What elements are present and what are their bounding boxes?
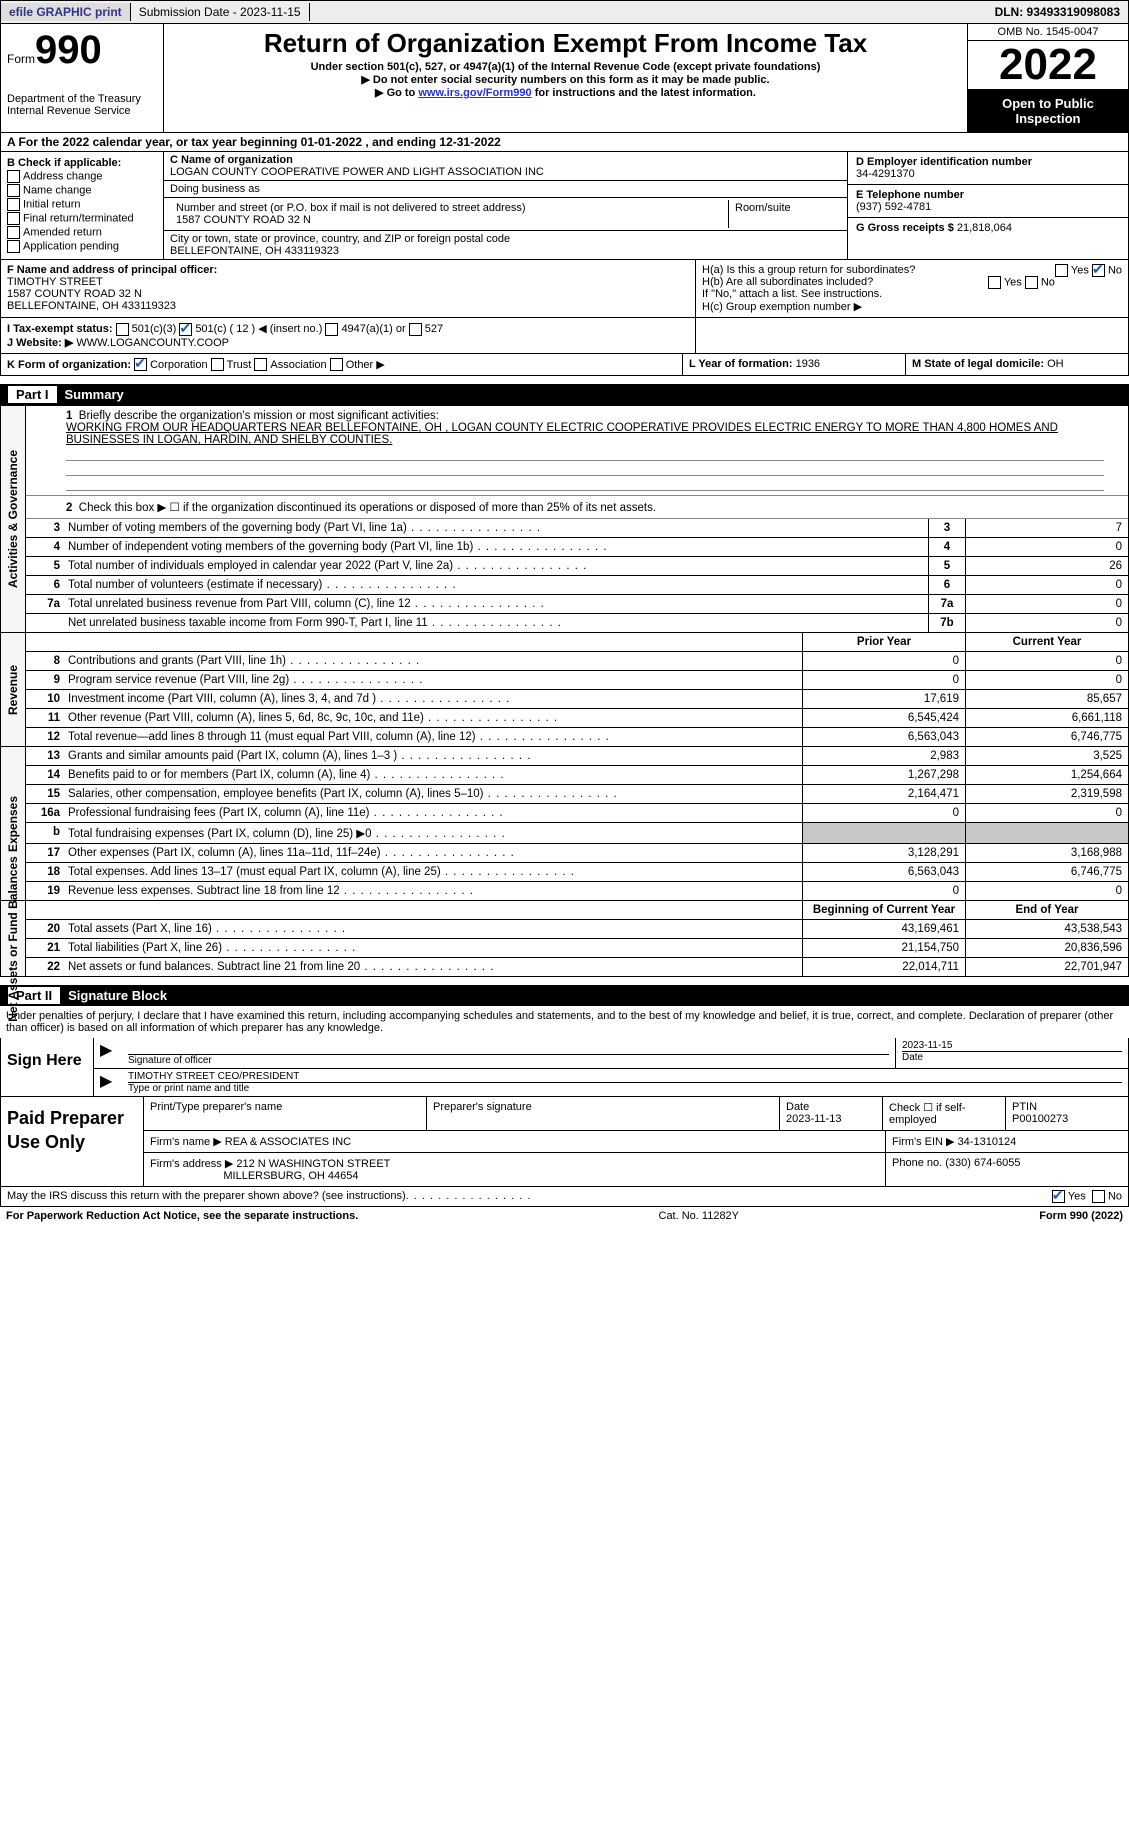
phone: (937) 592-4781 <box>856 201 1120 213</box>
org-name: LOGAN COUNTY COOPERATIVE POWER AND LIGHT… <box>170 166 841 178</box>
sign-here-block: Sign Here Signature of officer 2023-11-1… <box>0 1038 1129 1097</box>
table-row: 6Total number of volunteers (estimate if… <box>26 576 1128 595</box>
section-de: D Employer identification number 34-4291… <box>847 152 1128 259</box>
form-subtitle: Under section 501(c), 527, or 4947(a)(1)… <box>170 61 961 73</box>
form-number: Form990 <box>7 28 157 73</box>
form-header: Form990 Department of the Treasury Inter… <box>0 24 1129 133</box>
activities-governance: Activities & Governance 1 Briefly descri… <box>0 405 1129 633</box>
table-row: 17Other expenses (Part IX, column (A), l… <box>26 844 1128 863</box>
org-form-row: K Form of organization: Corporation Trus… <box>0 354 1129 377</box>
table-row: 21Total liabilities (Part X, line 26)21,… <box>26 939 1128 958</box>
section-l: L Year of formation: 1936 <box>682 354 905 376</box>
form-title: Return of Organization Exempt From Incom… <box>170 28 961 59</box>
perjury-declaration: Under penalties of perjury, I declare th… <box>0 1006 1129 1038</box>
irs-link[interactable]: www.irs.gov/Form990 <box>418 87 531 99</box>
section-k: K Form of organization: Corporation Trus… <box>1 354 682 376</box>
table-row: 9Program service revenue (Part VIII, lin… <box>26 671 1128 690</box>
ptin: P00100273 <box>1012 1113 1068 1125</box>
section-i: I Tax-exempt status: 501(c)(3) 501(c) ( … <box>1 318 696 353</box>
section-b: B Check if applicable: Address change Na… <box>1 152 164 259</box>
table-row: 22Net assets or fund balances. Subtract … <box>26 958 1128 976</box>
top-bar: efile GRAPHIC print Submission Date - 20… <box>0 0 1129 24</box>
paid-preparer-block: Paid Preparer Use Only Print/Type prepar… <box>0 1097 1129 1187</box>
table-row: 4Number of independent voting members of… <box>26 538 1128 557</box>
open-to-public: Open to Public Inspection <box>968 90 1128 132</box>
website-note: ▶ Go to www.irs.gov/Form990 for instruct… <box>170 86 961 99</box>
submission-date: Submission Date - 2023-11-15 <box>131 3 310 21</box>
officer-group-block: F Name and address of principal officer:… <box>0 260 1129 318</box>
table-row: 13Grants and similar amounts paid (Part … <box>26 747 1128 766</box>
row-a-tax-year: A For the 2022 calendar year, or tax yea… <box>0 133 1129 152</box>
table-row: 8Contributions and grants (Part VIII, li… <box>26 652 1128 671</box>
section-c: C Name of organization LOGAN COUNTY COOP… <box>164 152 847 259</box>
mission-text: WORKING FROM OUR HEADQUARTERS NEAR BELLE… <box>66 422 1058 446</box>
form-990-page: efile GRAPHIC print Submission Date - 20… <box>0 0 1129 1225</box>
part-1-header: Part ISummary <box>0 384 1129 405</box>
expenses-section: Expenses 13Grants and similar amounts pa… <box>0 747 1129 901</box>
table-row: Net unrelated business taxable income fr… <box>26 614 1128 632</box>
ssn-note: ▶ Do not enter social security numbers o… <box>170 73 961 86</box>
firm-name: REA & ASSOCIATES INC <box>225 1136 351 1148</box>
table-row: 5Total number of individuals employed in… <box>26 557 1128 576</box>
page-footer: For Paperwork Reduction Act Notice, see … <box>0 1207 1129 1225</box>
table-row: 16aProfessional fundraising fees (Part I… <box>26 804 1128 823</box>
website: WWW.LOGANCOUNTY.COOP <box>76 337 229 349</box>
table-row: bTotal fundraising expenses (Part IX, co… <box>26 823 1128 844</box>
revenue-section: Revenue Prior Year Current Year 8Contrib… <box>0 633 1129 747</box>
table-row: 18Total expenses. Add lines 13–17 (must … <box>26 863 1128 882</box>
table-row: 14Benefits paid to or for members (Part … <box>26 766 1128 785</box>
efile-print-button[interactable]: efile GRAPHIC print <box>1 3 131 21</box>
table-row: 15Salaries, other compensation, employee… <box>26 785 1128 804</box>
table-row: 10Investment income (Part VIII, column (… <box>26 690 1128 709</box>
net-assets-section: Net Assets or Fund Balances Beginning of… <box>0 901 1129 977</box>
table-row: 3Number of voting members of the governi… <box>26 519 1128 538</box>
part-2-header: Part IISignature Block <box>0 985 1129 1006</box>
discuss-row: May the IRS discuss this return with the… <box>0 1187 1129 1207</box>
table-row: 12Total revenue—add lines 8 through 11 (… <box>26 728 1128 746</box>
org-address: 1587 COUNTY ROAD 32 N <box>176 214 722 226</box>
section-f: F Name and address of principal officer:… <box>1 260 695 317</box>
org-city: BELLEFONTAINE, OH 433119323 <box>170 245 841 257</box>
table-row: 19Revenue less expenses. Subtract line 1… <box>26 882 1128 900</box>
mission-block: 1 Briefly describe the organization's mi… <box>26 406 1128 496</box>
table-row: 20Total assets (Part X, line 16)43,169,4… <box>26 920 1128 939</box>
ein: 34-4291370 <box>856 168 1120 180</box>
table-row: 11Other revenue (Part VIII, column (A), … <box>26 709 1128 728</box>
section-h: H(a) Is this a group return for subordin… <box>695 260 1128 317</box>
entity-info-block: B Check if applicable: Address change Na… <box>0 152 1129 260</box>
dept-treasury: Department of the Treasury Internal Reve… <box>7 93 157 117</box>
table-row: 7aTotal unrelated business revenue from … <box>26 595 1128 614</box>
dln: DLN: 93493319098083 <box>987 3 1128 21</box>
officer-name-title: TIMOTHY STREET CEO/PRESIDENT <box>128 1071 1122 1082</box>
tax-year: 2022 <box>968 41 1128 90</box>
gross-receipts: 21,818,064 <box>957 222 1012 234</box>
section-m: M State of legal domicile: OH <box>905 354 1128 376</box>
status-website-row: I Tax-exempt status: 501(c)(3) 501(c) ( … <box>0 318 1129 354</box>
omb-number: OMB No. 1545-0047 <box>968 24 1128 41</box>
